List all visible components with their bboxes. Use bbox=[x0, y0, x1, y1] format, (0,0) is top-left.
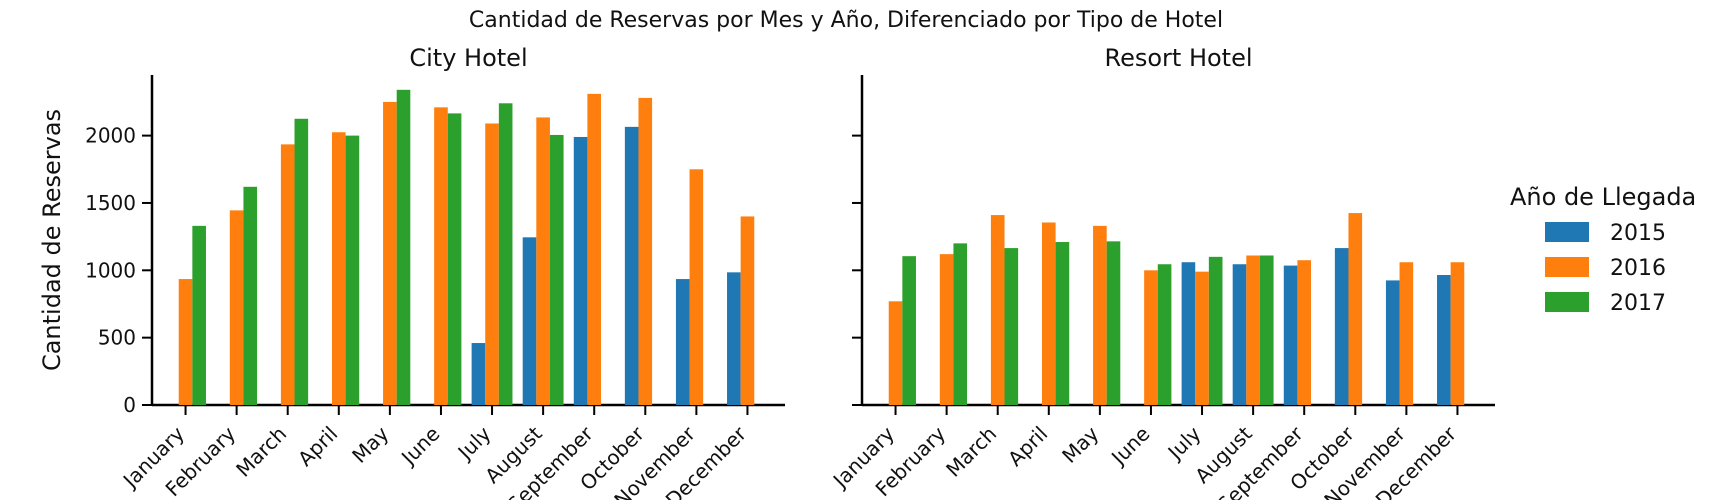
bar-city-hotel-2016-november bbox=[689, 169, 704, 405]
legend-label-2016: 2016 bbox=[1610, 256, 1666, 281]
y-tick-label: 1500 bbox=[85, 191, 136, 215]
y-tick-label: 500 bbox=[98, 326, 136, 350]
bar-city-hotel-2017-june bbox=[447, 113, 462, 405]
x-tick-label: March bbox=[941, 422, 1001, 482]
bar-resort-hotel-2015-september bbox=[1283, 265, 1298, 405]
legend-label-2015: 2015 bbox=[1610, 221, 1666, 246]
bar-city-hotel-2016-september bbox=[587, 93, 602, 406]
bar-city-hotel-2016-july bbox=[485, 123, 499, 406]
bar-resort-hotel-2016-may bbox=[1093, 225, 1107, 405]
y-tick-label: 1000 bbox=[85, 258, 136, 282]
legend-swatch-2017 bbox=[1545, 292, 1589, 312]
x-tick-label: June bbox=[395, 422, 444, 471]
bar-resort-hotel-2015-december bbox=[1437, 275, 1451, 405]
bar-resort-hotel-2015-november bbox=[1385, 280, 1400, 405]
bar-city-hotel-2017-may bbox=[396, 89, 411, 405]
panel-title: City Hotel bbox=[409, 44, 527, 72]
bar-resort-hotel-2017-april bbox=[1055, 242, 1070, 405]
bar-resort-hotel-2015-july bbox=[1181, 262, 1196, 405]
legend: Año de Llegada 2015 2016 2017 bbox=[1510, 183, 1696, 316]
bar-resort-hotel-2016-august bbox=[1246, 255, 1260, 405]
bar-resort-hotel-2016-september bbox=[1297, 260, 1312, 405]
bar-city-hotel-2016-december bbox=[740, 216, 755, 405]
legend-title: Año de Llegada bbox=[1510, 183, 1696, 211]
bar-resort-hotel-2015-october bbox=[1334, 248, 1349, 405]
bar-resort-hotel-2016-march bbox=[990, 215, 1005, 405]
bar-city-hotel-2017-february bbox=[243, 186, 258, 405]
panel-title: Resort Hotel bbox=[1104, 44, 1252, 72]
bar-city-hotel-2015-july bbox=[471, 343, 486, 405]
bar-resort-hotel-2017-march bbox=[1004, 248, 1019, 405]
bar-resort-hotel-2016-november bbox=[1399, 262, 1414, 405]
bar-city-hotel-2016-august bbox=[536, 117, 550, 406]
bar-resort-hotel-2017-february bbox=[953, 243, 968, 405]
x-tick-label: April bbox=[1003, 422, 1052, 471]
bar-city-hotel-2017-april bbox=[345, 135, 360, 406]
x-tick-label: May bbox=[1057, 421, 1103, 467]
x-tick-label: May bbox=[347, 421, 393, 467]
bar-resort-hotel-2016-december bbox=[1450, 262, 1465, 405]
bar-resort-hotel-2017-august bbox=[1259, 255, 1274, 405]
bar-city-hotel-2016-february bbox=[229, 210, 244, 405]
legend-swatch-2016 bbox=[1545, 257, 1589, 277]
bar-city-hotel-2017-july bbox=[498, 103, 513, 405]
bar-resort-hotel-2015-august bbox=[1232, 264, 1247, 405]
legend-swatch-2015 bbox=[1545, 222, 1589, 242]
bar-resort-hotel-2016-april bbox=[1041, 222, 1056, 405]
bar-resort-hotel-2016-january bbox=[888, 301, 903, 405]
legend-label-2017: 2017 bbox=[1610, 291, 1666, 316]
bar-city-hotel-2015-december bbox=[727, 272, 741, 405]
y-tick-label: 0 bbox=[123, 393, 136, 417]
bar-city-hotel-2016-march bbox=[280, 144, 295, 405]
bar-city-hotel-2016-april bbox=[331, 132, 346, 406]
bar-city-hotel-2017-january bbox=[192, 225, 206, 405]
bar-resort-hotel-2016-october bbox=[1348, 213, 1363, 405]
y-tick-label: 2000 bbox=[85, 124, 136, 148]
x-tick-label: July bbox=[1162, 421, 1206, 465]
bar-city-hotel-2016-october bbox=[638, 97, 653, 406]
bar-city-hotel-2015-november bbox=[675, 279, 690, 405]
x-tick-label: April bbox=[293, 422, 342, 471]
bar-city-hotel-2015-october bbox=[624, 126, 639, 406]
chart-title: Cantidad de Reservas por Mes y Año, Dife… bbox=[469, 8, 1223, 33]
bar-city-hotel-2017-august bbox=[549, 134, 564, 405]
bar-city-hotel-2017-march bbox=[294, 118, 309, 405]
x-tick-label: June bbox=[1105, 422, 1154, 471]
bar-city-hotel-2016-january bbox=[178, 279, 193, 405]
bar-resort-hotel-2017-may bbox=[1106, 241, 1121, 405]
bar-resort-hotel-2017-january bbox=[902, 256, 916, 405]
bar-resort-hotel-2016-july bbox=[1195, 271, 1209, 405]
bar-city-hotel-2016-may bbox=[383, 101, 397, 405]
panel-0: City Hotel0500100015002000JanuaryFebruar… bbox=[85, 44, 785, 500]
bar-city-hotel-2016-june bbox=[434, 107, 448, 405]
bar-resort-hotel-2017-july bbox=[1208, 256, 1223, 405]
bar-city-hotel-2015-august bbox=[522, 237, 537, 405]
bar-resort-hotel-2016-february bbox=[939, 254, 954, 405]
y-axis-label: Cantidad de Reservas bbox=[38, 109, 66, 371]
bar-resort-hotel-2016-june bbox=[1144, 270, 1158, 405]
bar-city-hotel-2015-september bbox=[573, 136, 588, 405]
x-tick-label: July bbox=[452, 421, 496, 465]
x-tick-label: March bbox=[231, 422, 291, 482]
bar-resort-hotel-2017-june bbox=[1157, 264, 1172, 405]
